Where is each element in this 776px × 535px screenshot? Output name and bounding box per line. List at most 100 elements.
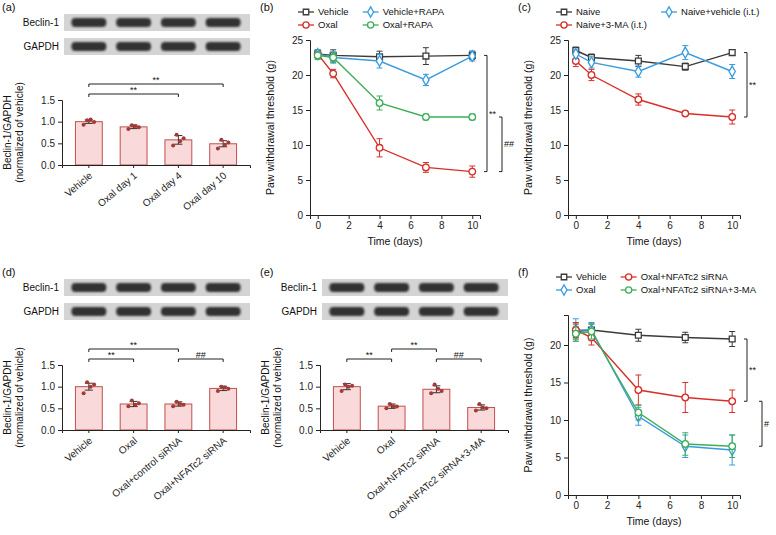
tick: 5 — [297, 175, 310, 186]
series-line — [576, 330, 732, 450]
legend-symbol — [561, 22, 567, 28]
marker — [635, 96, 642, 103]
legend-label: Vehicle — [576, 271, 607, 282]
series — [573, 324, 736, 458]
axis: 0.00.51.01.5 — [41, 95, 62, 171]
data-point — [343, 383, 347, 387]
error-cap — [729, 390, 735, 391]
tick-mark — [316, 430, 320, 431]
legend-symbol — [561, 9, 566, 14]
data-point — [440, 389, 444, 393]
axis: 0510152025 — [292, 35, 311, 221]
tick-mark — [316, 365, 320, 366]
blot-strip — [64, 303, 250, 320]
plot-marks — [573, 319, 736, 465]
tick-label: 10 — [467, 220, 479, 231]
error-cap — [729, 435, 735, 436]
error-cap — [635, 341, 641, 342]
error-bar — [588, 324, 594, 339]
tick: 1.0 — [41, 116, 62, 127]
marker — [469, 51, 475, 62]
tick-label: 1.0 — [41, 381, 55, 392]
error-cap — [729, 110, 735, 111]
marker — [635, 409, 642, 416]
blot-band — [161, 18, 196, 27]
axis-line — [63, 431, 251, 434]
error-cap — [377, 156, 383, 157]
marker — [423, 53, 429, 59]
tick-label: 0.0 — [41, 425, 55, 436]
error-cap — [573, 341, 579, 342]
series — [314, 51, 475, 120]
axis: 0.00.51.01.5 — [41, 360, 62, 436]
tick-mark — [306, 215, 310, 216]
error-bar — [219, 141, 227, 147]
axis: VehicleOxalOxal+control siRNAOxal+NFATc2… — [63, 430, 251, 502]
error-cap — [635, 405, 641, 406]
data-point — [388, 402, 392, 406]
tick-label: 4 — [636, 220, 642, 231]
tick-mark — [133, 430, 134, 433]
axis: 05101520 — [550, 316, 569, 501]
data-point — [223, 143, 227, 147]
panel: 05101520250246810Time (days)Paw withdraw… — [264, 6, 514, 247]
tick-mark — [88, 430, 89, 433]
tick-label: 1.0 — [41, 116, 55, 127]
marker — [423, 74, 429, 85]
bar — [75, 387, 102, 430]
tick-mark — [607, 495, 608, 499]
error-bar — [330, 69, 336, 77]
blot-band — [116, 18, 151, 27]
tick-mark — [576, 495, 577, 499]
data-point — [226, 140, 230, 144]
blot-band — [206, 18, 241, 27]
tick: Oxal+NFATc2 siRNA — [365, 430, 443, 502]
panel: 05101520250246810Time (days)Paw withdraw… — [522, 6, 759, 247]
error-bar — [635, 405, 641, 420]
significance-bracket — [499, 117, 502, 172]
error-cap — [469, 177, 475, 178]
data-point — [178, 402, 182, 406]
data-point — [477, 402, 481, 406]
data-point — [182, 403, 186, 407]
marker — [682, 110, 689, 117]
marker — [588, 72, 595, 79]
significance-label: ** — [152, 75, 160, 85]
tick: 0.5 — [41, 403, 62, 414]
data-point — [340, 389, 344, 393]
tick: 1.0 — [41, 381, 62, 392]
data-point — [219, 385, 223, 389]
blot-band — [206, 283, 241, 292]
data-point — [126, 127, 130, 131]
tick-mark — [346, 430, 347, 433]
marker — [423, 164, 430, 171]
legend-label: Vehicle — [318, 6, 349, 17]
error-bar — [729, 65, 735, 79]
error-bar — [729, 435, 735, 465]
error-bar — [588, 69, 594, 80]
tick-mark — [58, 143, 62, 144]
legend-item: Naive+vehicle (i.t.) — [661, 6, 759, 17]
error-cap — [377, 138, 383, 139]
tick: 4 — [636, 495, 642, 511]
blot-strip — [64, 279, 250, 296]
tick-mark — [316, 408, 320, 409]
panel: Beclin-1GAPDH0.00.51.01.5VehicleOxalOxal… — [260, 279, 509, 521]
error-bar — [377, 54, 383, 68]
error-bar — [682, 383, 688, 413]
tick: 8 — [439, 215, 445, 231]
data-point — [133, 124, 137, 128]
error-cap — [682, 412, 688, 413]
marker — [729, 398, 736, 405]
significance-label: ** — [366, 350, 374, 360]
tick-label: Oxal day 4 — [140, 170, 184, 209]
legend: VehicleOxalOxal+NFATc2 siRNAOxal+NFATc2 … — [556, 271, 757, 295]
error-bar — [469, 114, 475, 120]
blot-strip — [64, 38, 250, 55]
tick-label: 2 — [346, 220, 352, 231]
marker — [635, 58, 641, 64]
blot-label: Beclin-1 — [23, 282, 60, 293]
blot-band — [71, 18, 106, 27]
significance-label: ** — [130, 340, 138, 350]
legend-label: Naive+vehicle (i.t.) — [681, 6, 759, 17]
